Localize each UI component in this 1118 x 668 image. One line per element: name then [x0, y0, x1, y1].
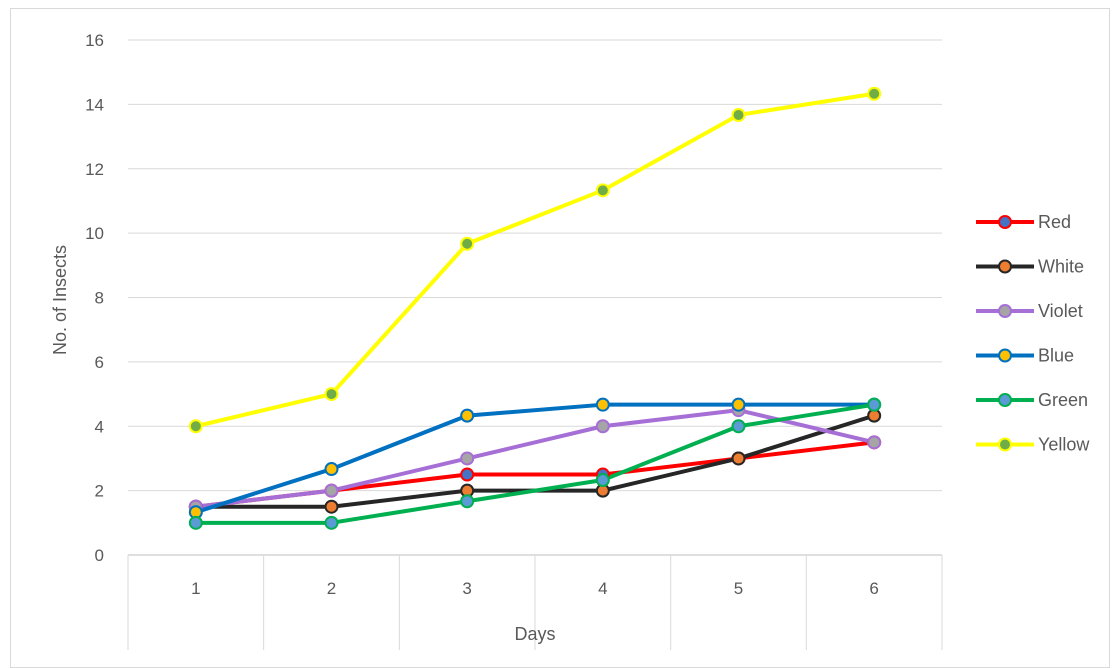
legend-item-blue: Blue [976, 346, 1074, 366]
y-axis-ticks: 0 2 4 6 8 10 12 14 16 [85, 31, 104, 565]
x-tick-label: 3 [462, 579, 471, 598]
y-axis-title: No. of Insects [50, 245, 70, 355]
data-point-yellow [188, 419, 203, 434]
y-tick-label: 4 [95, 417, 104, 436]
legend-swatch-marker [998, 215, 1012, 229]
legend-label: Green [1038, 390, 1088, 410]
legend-item-violet: Violet [976, 301, 1083, 321]
legend: Red White Violet Blue Green Yellow [976, 212, 1090, 455]
data-point-violet [867, 435, 882, 450]
legend-swatch-marker [998, 259, 1012, 274]
series-line-violet [195, 408, 875, 509]
data-point-green [324, 515, 339, 530]
series-line-green [195, 402, 875, 525]
x-tick-label: 1 [191, 579, 200, 598]
y-tick-label: 6 [95, 353, 104, 372]
data-point-violet [460, 451, 475, 466]
legend-item-yellow: Yellow [976, 435, 1090, 455]
legend-label: Blue [1038, 346, 1074, 366]
series-line-blue [195, 402, 875, 515]
legend-swatch-marker [998, 348, 1012, 363]
data-point-yellow [867, 86, 882, 101]
series-lines [195, 91, 875, 525]
chart-frame [10, 8, 1110, 668]
legend-label: Violet [1038, 301, 1083, 321]
data-point-white [731, 451, 746, 466]
y-tick-label: 10 [85, 224, 104, 243]
y-tick-label: 2 [95, 482, 104, 501]
series-line-red [195, 440, 875, 509]
data-point-green [595, 473, 610, 488]
gridlines [128, 39, 942, 492]
data-point-blue [324, 462, 339, 477]
data-point-green [731, 419, 746, 434]
data-point-red [460, 467, 475, 482]
x-axis-title: Days [514, 624, 555, 644]
legend-swatch-marker [998, 304, 1012, 318]
data-point-yellow [324, 387, 339, 402]
x-axis: 1 2 3 4 5 6 [127, 554, 943, 650]
legend-swatch-marker [998, 393, 1012, 407]
y-tick-label: 12 [85, 160, 104, 179]
data-point-green [867, 397, 882, 412]
legend-swatch-marker [998, 437, 1012, 452]
legend-label: Red [1038, 212, 1071, 232]
series-line-yellow [195, 91, 875, 429]
legend-label: Yellow [1038, 435, 1090, 455]
data-point-yellow [731, 107, 746, 122]
legend-label: White [1038, 257, 1084, 277]
data-point-white [324, 499, 339, 514]
data-point-green [460, 494, 475, 509]
y-tick-label: 8 [95, 289, 104, 308]
data-point-blue [460, 408, 475, 423]
x-tick-label: 5 [734, 579, 743, 598]
data-point-violet [595, 419, 610, 434]
x-tick-label: 6 [869, 579, 878, 598]
data-point-blue [595, 397, 610, 412]
series-markers [188, 86, 882, 530]
data-point-violet [324, 483, 339, 498]
y-tick-label: 16 [85, 31, 104, 50]
y-tick-label: 0 [95, 546, 104, 565]
legend-item-green: Green [976, 390, 1088, 410]
data-point-yellow [595, 183, 610, 198]
legend-item-white: White [976, 257, 1084, 277]
x-tick-label: 4 [598, 579, 607, 598]
data-point-yellow [460, 236, 475, 251]
legend-item-red: Red [976, 212, 1071, 232]
x-tick-label: 2 [327, 579, 336, 598]
data-point-blue [731, 397, 746, 412]
data-point-green [188, 515, 203, 530]
y-tick-label: 14 [85, 95, 104, 114]
